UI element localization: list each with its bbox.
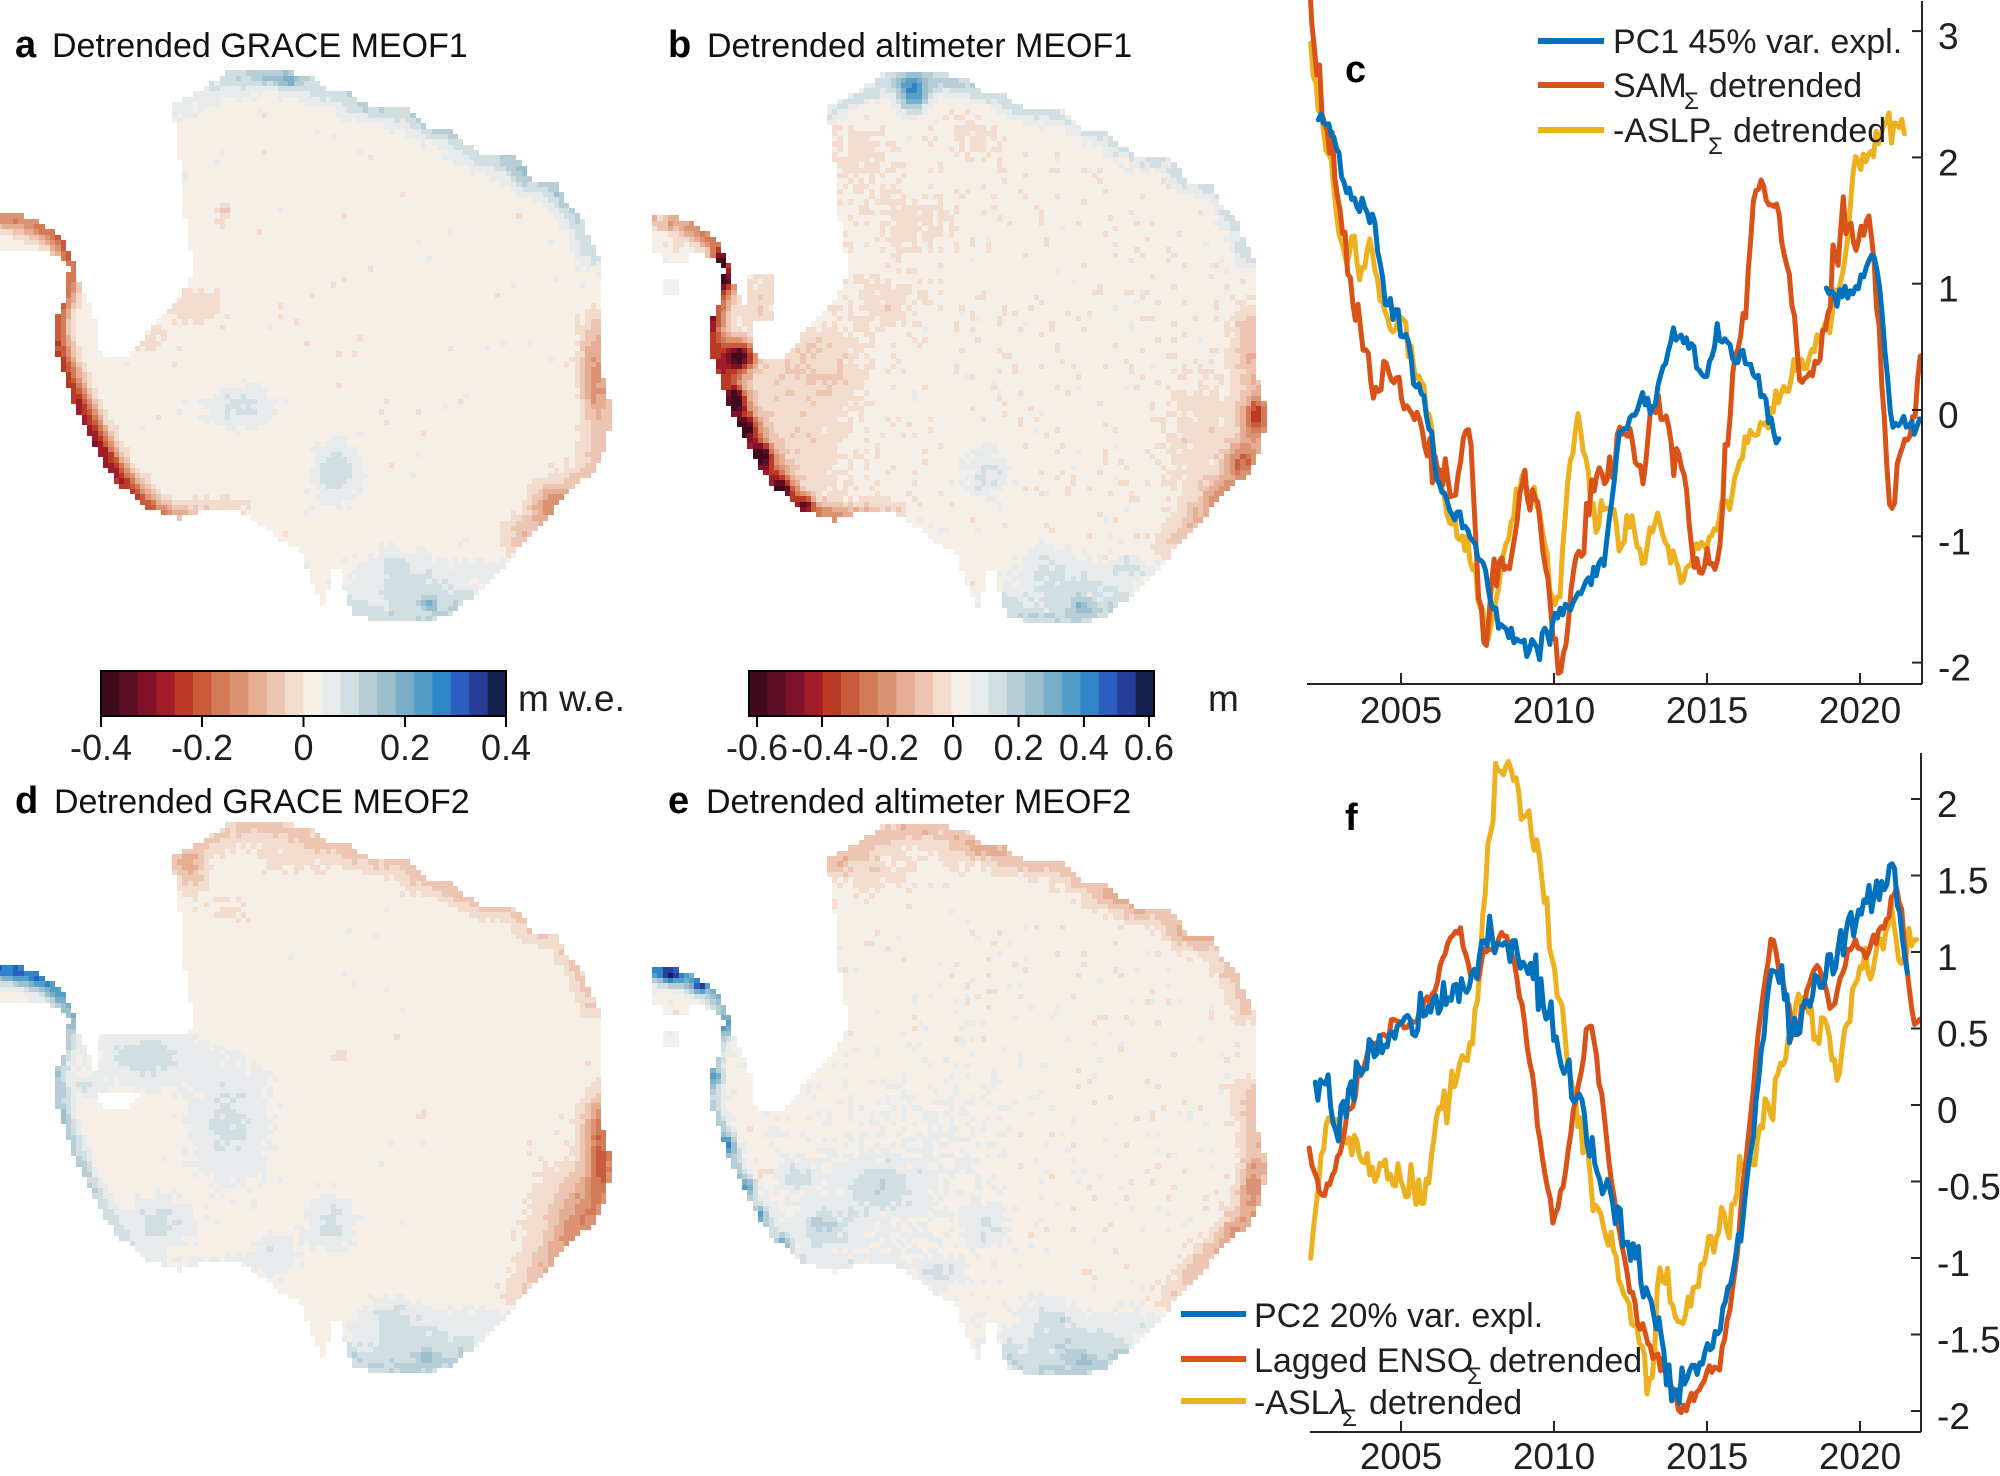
svg-text:0: 0 [1937, 1090, 1958, 1131]
svg-text:-1: -1 [1938, 521, 1971, 562]
svg-text:3: 3 [1938, 16, 1959, 57]
svg-text:detrended: detrended [1709, 67, 1862, 105]
svg-text:0: 0 [293, 727, 313, 768]
svg-text:2015: 2015 [1666, 690, 1748, 731]
svg-text:detrended: detrended [1733, 112, 1886, 150]
svg-text:m: m [1208, 678, 1239, 719]
svg-text:-1.5: -1.5 [1937, 1320, 2000, 1361]
svg-text:2: 2 [1937, 784, 1958, 825]
svg-text:e: e [668, 780, 689, 822]
svg-text:Σ: Σ [1467, 1363, 1482, 1390]
svg-text:0: 0 [1938, 395, 1959, 436]
svg-text:d: d [15, 780, 38, 822]
svg-text:Detrended altimeter MEOF2: Detrended altimeter MEOF2 [706, 783, 1131, 821]
svg-text:-1: -1 [1937, 1243, 1970, 1284]
svg-text:0.4: 0.4 [1059, 727, 1109, 768]
svg-text:-0.6: -0.6 [726, 727, 788, 768]
svg-text:2010: 2010 [1513, 1436, 1595, 1476]
svg-text:-0.2: -0.2 [171, 727, 233, 768]
svg-text:2: 2 [1938, 142, 1959, 183]
svg-text:b: b [668, 24, 691, 66]
svg-text:Σ: Σ [1684, 88, 1699, 115]
svg-text:detrended: detrended [1369, 1384, 1522, 1422]
svg-text:2020: 2020 [1819, 1436, 1901, 1476]
svg-text:a: a [15, 24, 37, 66]
svg-text:-2: -2 [1938, 648, 1971, 689]
svg-text:detrended: detrended [1489, 1342, 1642, 1380]
svg-text:-0.5: -0.5 [1937, 1167, 2000, 1208]
svg-text:c: c [1345, 49, 1366, 91]
svg-text:-2: -2 [1937, 1396, 1970, 1437]
svg-text:0.2: 0.2 [994, 727, 1044, 768]
svg-text:-0.2: -0.2 [857, 727, 919, 768]
svg-text:λ: λ [1328, 1384, 1347, 1422]
svg-text:Lagged ENSO: Lagged ENSO [1254, 1342, 1473, 1380]
svg-text:Detrended altimeter MEOF1: Detrended altimeter MEOF1 [707, 27, 1132, 65]
svg-text:2005: 2005 [1360, 1436, 1442, 1476]
svg-text:0.6: 0.6 [1124, 727, 1174, 768]
svg-text:PC2 20% var. expl.: PC2 20% var. expl. [1254, 1297, 1543, 1335]
svg-text:2005: 2005 [1360, 690, 1442, 731]
svg-text:0: 0 [943, 727, 963, 768]
svg-text:2015: 2015 [1666, 1436, 1748, 1476]
svg-text:m w.e.: m w.e. [518, 678, 625, 719]
svg-text:Σ: Σ [1342, 1405, 1357, 1432]
svg-text:SAM: SAM [1613, 67, 1687, 105]
svg-text:Σ: Σ [1708, 133, 1723, 160]
svg-text:2020: 2020 [1819, 690, 1901, 731]
svg-text:Detrended GRACE MEOF1: Detrended GRACE MEOF1 [52, 27, 468, 65]
svg-text:-ASLP: -ASLP [1613, 112, 1711, 150]
svg-text:PC1 45% var. expl.: PC1 45% var. expl. [1613, 23, 1902, 61]
svg-text:0.2: 0.2 [380, 727, 430, 768]
svg-text:-0.4: -0.4 [70, 727, 132, 768]
svg-text:0.4: 0.4 [481, 727, 531, 768]
svg-text:1: 1 [1937, 937, 1958, 978]
svg-text:-ASL: -ASL [1254, 1384, 1330, 1422]
svg-text:f: f [1345, 797, 1358, 839]
svg-text:Detrended GRACE MEOF2: Detrended GRACE MEOF2 [54, 783, 470, 821]
svg-text:1.5: 1.5 [1937, 861, 1988, 902]
svg-text:2010: 2010 [1513, 690, 1595, 731]
svg-text:1: 1 [1938, 269, 1959, 310]
svg-text:0.5: 0.5 [1937, 1014, 1988, 1055]
svg-text:-0.4: -0.4 [791, 727, 853, 768]
